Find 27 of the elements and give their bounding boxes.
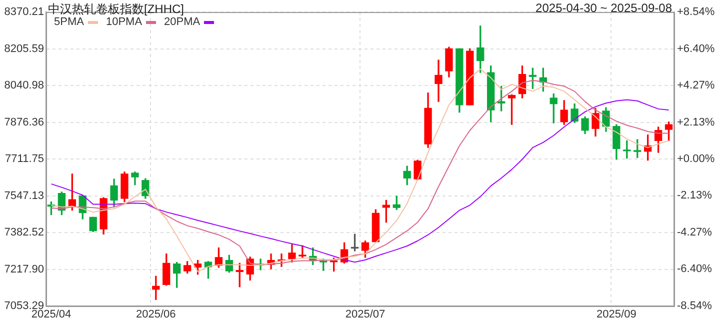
- x-tick-label: 2025/09: [596, 308, 636, 320]
- y2-tick-label: +2.13%: [677, 116, 715, 128]
- y2-tick-label: +8.54%: [677, 6, 715, 18]
- y2-tick-label: -8.54%: [677, 300, 712, 312]
- legend-label: 20PMA: [164, 16, 200, 28]
- y2-tick-label: +0.00%: [677, 153, 715, 166]
- y2-tick-label: -6.40%: [677, 263, 712, 276]
- candlestick: [298, 245, 306, 258]
- y-tick-label: 7382.52: [4, 226, 44, 239]
- y2-tick-label: -4.27%: [677, 226, 712, 239]
- y-tick-label: 7876.36: [4, 116, 44, 128]
- x-tick-label: 2025/06: [136, 308, 176, 320]
- y-tick-label: 8040.98: [4, 80, 44, 92]
- chart-title: 中汉热轧卷板指数[ZHHC]: [48, 1, 184, 17]
- y-tick-label: 8370.21: [4, 6, 44, 18]
- y-tick-label: 7547.13: [4, 190, 44, 202]
- y-tick-label: 8205.59: [4, 42, 44, 55]
- y2-tick-label: +4.27%: [677, 80, 715, 92]
- y2-tick-label: +6.40%: [677, 42, 715, 55]
- x-tick-label: 2025/04: [31, 308, 72, 320]
- y-tick-label: 7217.90: [4, 263, 44, 276]
- legend-label: 10PMA: [106, 16, 142, 28]
- y-tick-label: 7711.75: [5, 153, 44, 166]
- x-tick-label: 2025/07: [345, 308, 386, 320]
- y2-tick-label: -2.13%: [677, 190, 712, 202]
- chart-subtitle: 2025-04-30 ~ 2025-09-08: [536, 1, 672, 15]
- legend-label: 5PMA: [54, 16, 84, 28]
